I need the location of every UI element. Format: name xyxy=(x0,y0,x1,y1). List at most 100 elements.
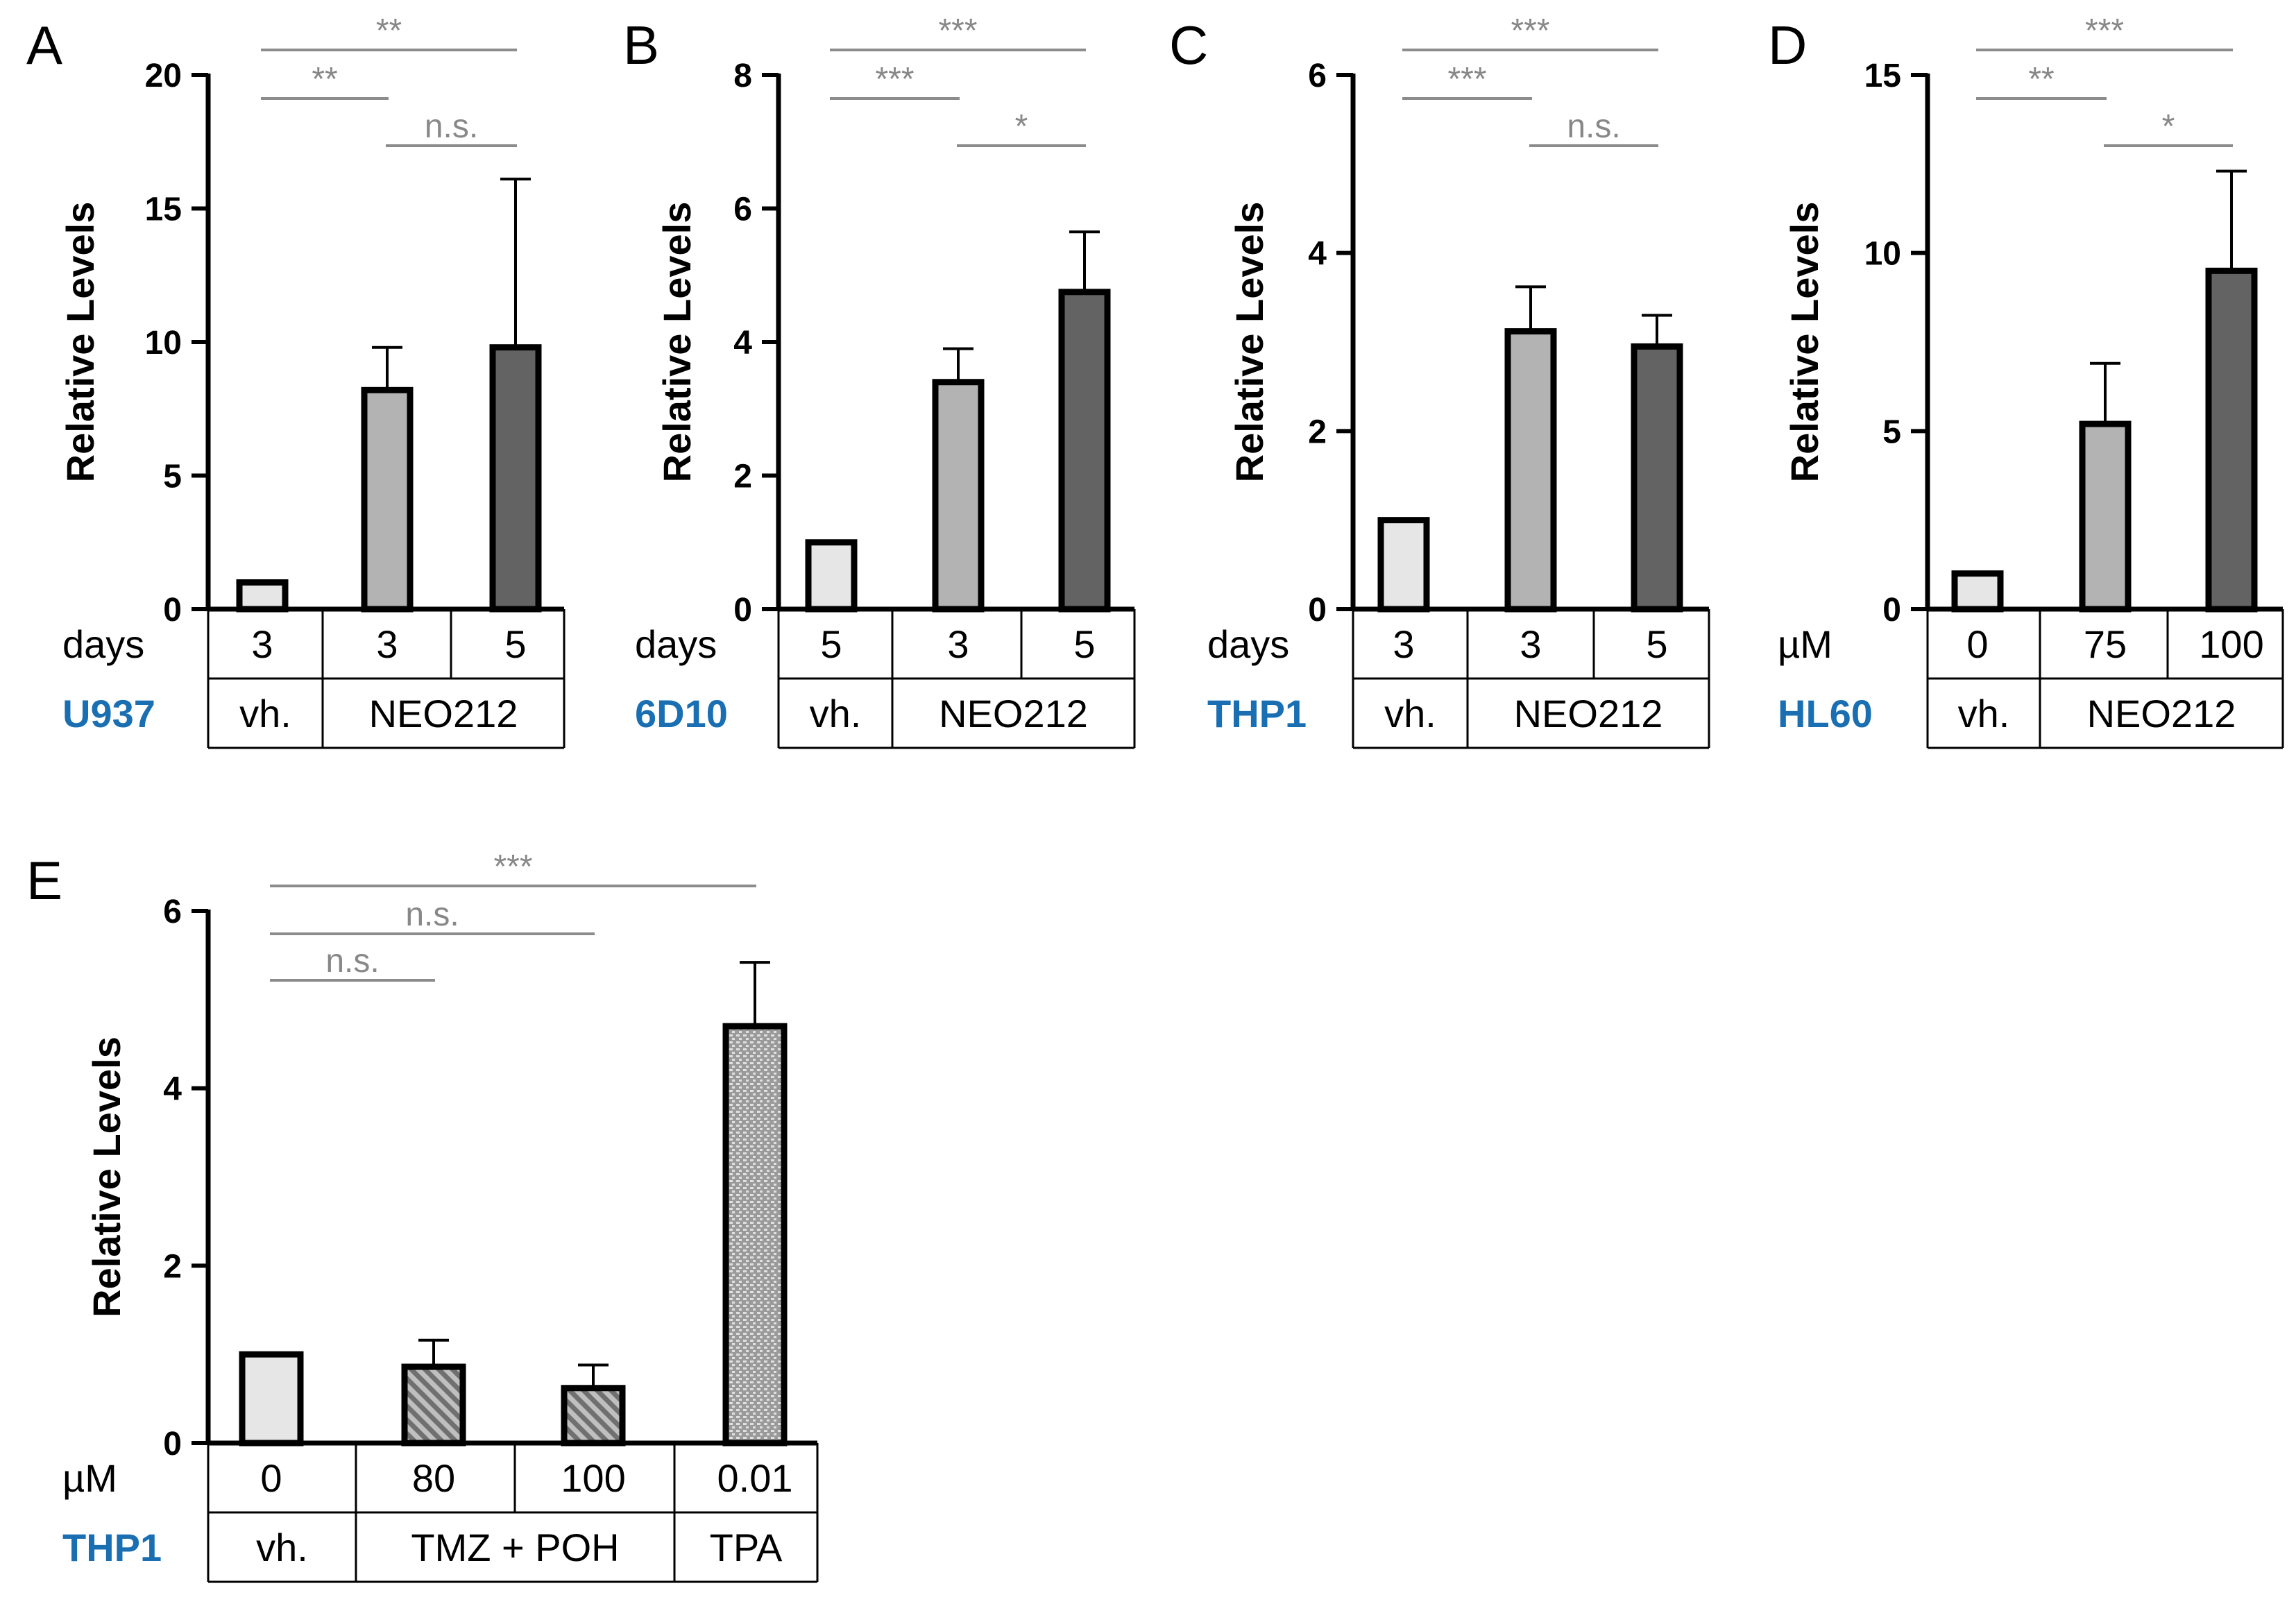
panel-e-row1-label: µM xyxy=(62,1456,117,1500)
panel-a-sig-label-1: ** xyxy=(312,61,337,98)
panel-e-group-1: TMZ + POH xyxy=(411,1526,619,1569)
panel-e-sig-label-2: n.s. xyxy=(325,943,379,980)
panel-e-group-2: TPA xyxy=(710,1526,783,1569)
panel-c-ytick-label-0: 0 xyxy=(1308,592,1327,629)
panel-a-ylabel: Relative Levels xyxy=(58,202,102,483)
panel-b-ylabel: Relative Levels xyxy=(655,202,699,483)
panel-a-ytick-label-4: 20 xyxy=(145,58,182,94)
panel-c-ytick-label-3: 6 xyxy=(1308,58,1327,94)
panel-d-sig-label-2: * xyxy=(2162,108,2175,145)
panel-a-ytick-label-3: 15 xyxy=(145,191,182,228)
panel-d-letter: D xyxy=(1768,15,1807,76)
panel-c-ytick-label-2: 4 xyxy=(1308,236,1327,273)
panel-e-row1-value-3: 0.01 xyxy=(717,1456,793,1500)
panel-e-row1-value-2: 100 xyxy=(561,1456,625,1500)
panel-d-sig-label-0: *** xyxy=(2085,12,2124,49)
panel-b-bar-0 xyxy=(805,539,858,613)
panel-d-row1-value-0: 0 xyxy=(1966,622,1988,666)
panel-e-row1-value-1: 80 xyxy=(412,1456,455,1500)
panel-c-sig-label-0: *** xyxy=(1511,12,1549,49)
panel-c-ytick-label-1: 2 xyxy=(1308,413,1327,450)
panel-d-sig-label-1: ** xyxy=(2028,61,2054,98)
panel-b-bar-1 xyxy=(932,379,985,613)
panel-b-row1-value-2: 5 xyxy=(1073,622,1095,666)
panel-e-bar-2 xyxy=(561,1385,626,1447)
panel-c-row1-value-1: 3 xyxy=(1520,622,1541,666)
panel-a-row1-label: days xyxy=(62,622,144,666)
panel-b-group-0: vh. xyxy=(810,692,862,735)
panel-c-group-0: vh. xyxy=(1384,692,1436,735)
panel-a-bar-0 xyxy=(236,579,289,613)
panel-c-sig-label-2: n.s. xyxy=(1567,108,1620,145)
panel-a-row1-value-0: 3 xyxy=(251,622,273,666)
panel-b-ytick-label-2: 4 xyxy=(733,325,752,361)
panel-e-letter: E xyxy=(26,850,62,911)
panel-d-ytick-label-3: 15 xyxy=(1864,58,1901,94)
panel-c-row1-value-0: 3 xyxy=(1393,622,1414,666)
panel-d-ylabel: Relative Levels xyxy=(1783,202,1826,483)
panel-d-group-1: NEO212 xyxy=(2087,692,2236,735)
panel-d-ytick-label-0: 0 xyxy=(1882,592,1901,629)
panel-e-group-0: vh. xyxy=(256,1526,308,1569)
panel-c-bar-0 xyxy=(1377,517,1430,613)
panel-e-bar-1 xyxy=(401,1363,466,1447)
panel-d-ytick-label-1: 5 xyxy=(1882,413,1901,450)
panel-a-row1-value-1: 3 xyxy=(376,622,398,666)
panel-b-cell-line: 6D10 xyxy=(635,692,728,735)
panel-a-cell-line: U937 xyxy=(62,692,155,735)
panel-d-ytick-label-2: 10 xyxy=(1864,236,1901,273)
panel-b-bar-2 xyxy=(1058,289,1111,613)
panel-b-sig-label-2: * xyxy=(1015,108,1028,145)
panel-b-ytick-label-3: 6 xyxy=(733,191,752,228)
panel-d-cell-line: HL60 xyxy=(1778,692,1873,735)
panel-e-cell-line: THP1 xyxy=(62,1526,162,1569)
panel-e-ytick-label-2: 4 xyxy=(163,1071,182,1108)
panel-b-row1-label: days xyxy=(635,622,717,666)
panel-d-bar-0 xyxy=(1951,570,2004,613)
panel-a-ytick-label-0: 0 xyxy=(163,592,182,629)
panel-c-sig-label-1: *** xyxy=(1447,61,1486,98)
panel-c-group-1: NEO212 xyxy=(1514,692,1663,735)
panel-b-row1-value-1: 3 xyxy=(947,622,969,666)
panel-a-sig-label-0: ** xyxy=(376,12,402,49)
panel-d-row1-value-1: 75 xyxy=(2084,622,2127,666)
panel-a-ytick-label-2: 10 xyxy=(145,325,182,361)
panel-b-sig-label-0: *** xyxy=(938,12,977,49)
panel-a-row1-value-2: 5 xyxy=(504,622,526,666)
panel-d-group-0: vh. xyxy=(1958,692,2010,735)
panel-c-cell-line: THP1 xyxy=(1207,692,1307,735)
panel-c-letter: C xyxy=(1169,15,1208,76)
panel-e-ytick-label-0: 0 xyxy=(163,1426,182,1462)
panel-d-row1-value-2: 100 xyxy=(2199,622,2263,666)
panel-a-group-0: vh. xyxy=(239,692,291,735)
panel-c-row1-value-2: 5 xyxy=(1646,622,1667,666)
panel-a-group-1: NEO212 xyxy=(369,692,518,735)
panel-a-bar-1 xyxy=(361,386,414,613)
panel-b-ytick-label-4: 8 xyxy=(733,58,752,94)
panel-e-bar-0 xyxy=(239,1351,304,1447)
panel-e-bar-3 xyxy=(722,1023,788,1447)
panel-e-ytick-label-3: 6 xyxy=(163,894,182,930)
panel-b-ytick-label-0: 0 xyxy=(733,592,752,629)
panel-a-ytick-label-1: 5 xyxy=(163,459,182,495)
panel-e-sig-label-1: n.s. xyxy=(405,896,459,933)
panel-c-bar-2 xyxy=(1631,343,1683,613)
panel-e-row1-value-0: 0 xyxy=(260,1456,282,1500)
panel-a-sig-label-2: n.s. xyxy=(425,108,478,145)
panel-a-bar-2 xyxy=(489,344,542,613)
panel-e-ylabel: Relative Levels xyxy=(85,1036,128,1317)
panel-b-sig-label-1: *** xyxy=(875,61,914,98)
panel-a-letter: A xyxy=(26,15,62,76)
panel-d-bar-1 xyxy=(2079,420,2132,613)
panel-c-bar-1 xyxy=(1504,328,1557,613)
panel-d-bar-2 xyxy=(2205,267,2258,613)
panel-c-row1-label: days xyxy=(1207,622,1289,666)
panel-e-sig-label-0: *** xyxy=(493,848,532,885)
panel-b-ytick-label-1: 2 xyxy=(733,459,752,495)
panel-b-group-1: NEO212 xyxy=(939,692,1088,735)
panel-d-row1-label: µM xyxy=(1778,622,1832,666)
panel-b-letter: B xyxy=(623,15,659,76)
panel-b-row1-value-0: 5 xyxy=(820,622,842,666)
panel-e-ytick-label-1: 2 xyxy=(163,1248,182,1285)
